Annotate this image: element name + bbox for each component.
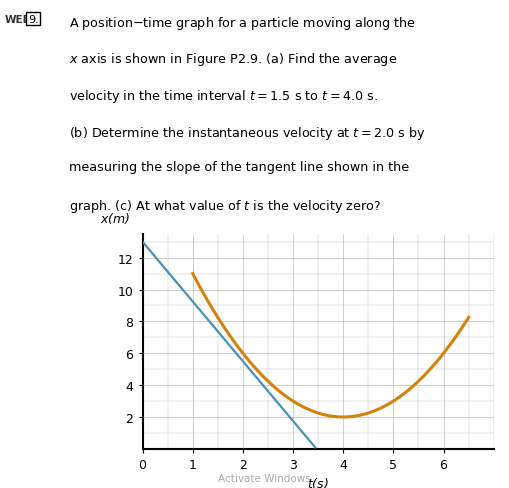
Text: WEB: WEB [5,15,32,24]
Text: Activate Windows: Activate Windows [218,473,311,483]
Text: $x$(m): $x$(m) [100,211,131,225]
Text: velocity in the time interval $t = 1.5$ s to $t = 4.0$ s.: velocity in the time interval $t = 1.5$ … [69,88,378,105]
Text: A position$-$time graph for a particle moving along the: A position$-$time graph for a particle m… [69,15,416,32]
Text: $x$ axis is shown in Figure P2.9. (a) Find the average: $x$ axis is shown in Figure P2.9. (a) Fi… [69,51,397,68]
X-axis label: $t$(s): $t$(s) [307,475,329,488]
Text: (b) Determine the instantaneous velocity at $t = 2.0$ s by: (b) Determine the instantaneous velocity… [69,124,426,142]
Text: graph. (c) At what value of $t$ is the velocity zero?: graph. (c) At what value of $t$ is the v… [69,198,381,215]
Text: measuring the slope of the tangent line shown in the: measuring the slope of the tangent line … [69,161,409,174]
Text: 9.: 9. [28,15,39,24]
